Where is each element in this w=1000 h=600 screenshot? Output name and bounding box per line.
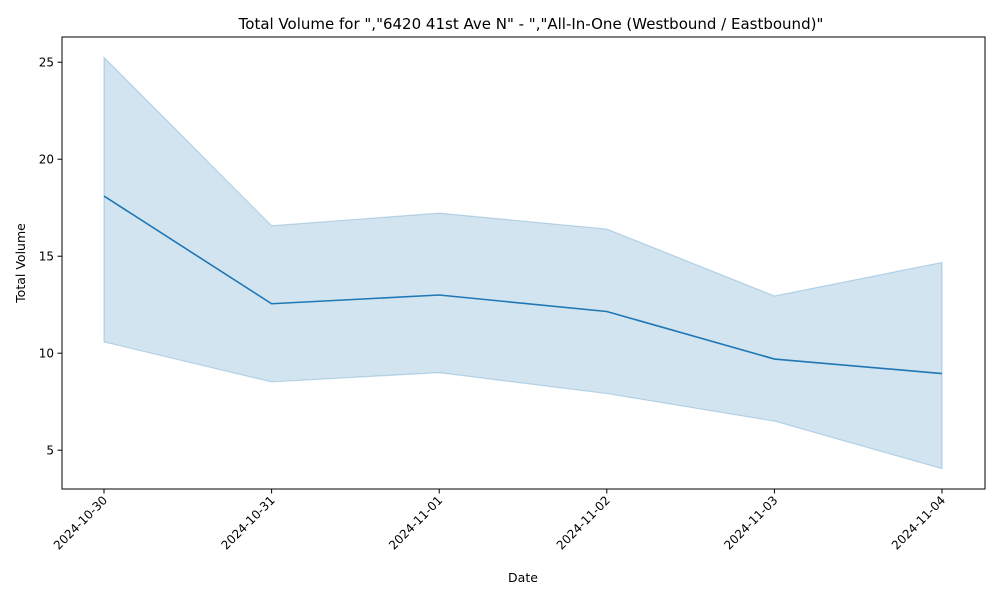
y-tick-label: 15 xyxy=(39,250,54,264)
x-tick-label: 2024-11-01 xyxy=(386,493,445,552)
x-axis-label: Date xyxy=(508,570,538,585)
y-tick-label: 10 xyxy=(39,347,54,361)
y-tick-label: 25 xyxy=(39,56,54,70)
plot-area: 5 10 15 20 25 2024-10-30 2024-10-31 2024-11-01 2… xyxy=(39,36,986,552)
series-line xyxy=(103,195,943,375)
confidence-band xyxy=(103,55,943,470)
x-tick-label: 2024-11-02 xyxy=(554,493,613,552)
y-tick-label: 5 xyxy=(46,444,54,458)
x-tick-label: 2024-11-03 xyxy=(721,493,780,552)
y-tick-label: 20 xyxy=(39,153,54,167)
x-tick-label: 2024-10-30 xyxy=(51,493,110,552)
x-tick-label: 2024-10-31 xyxy=(219,493,278,552)
x-tick-label: 2024-11-04 xyxy=(889,493,948,552)
y-axis-label: Total Volume xyxy=(13,223,28,304)
plot-frame xyxy=(61,36,986,490)
chart-title: Total Volume for ","6420 41st Ave N" - "… xyxy=(238,15,824,33)
